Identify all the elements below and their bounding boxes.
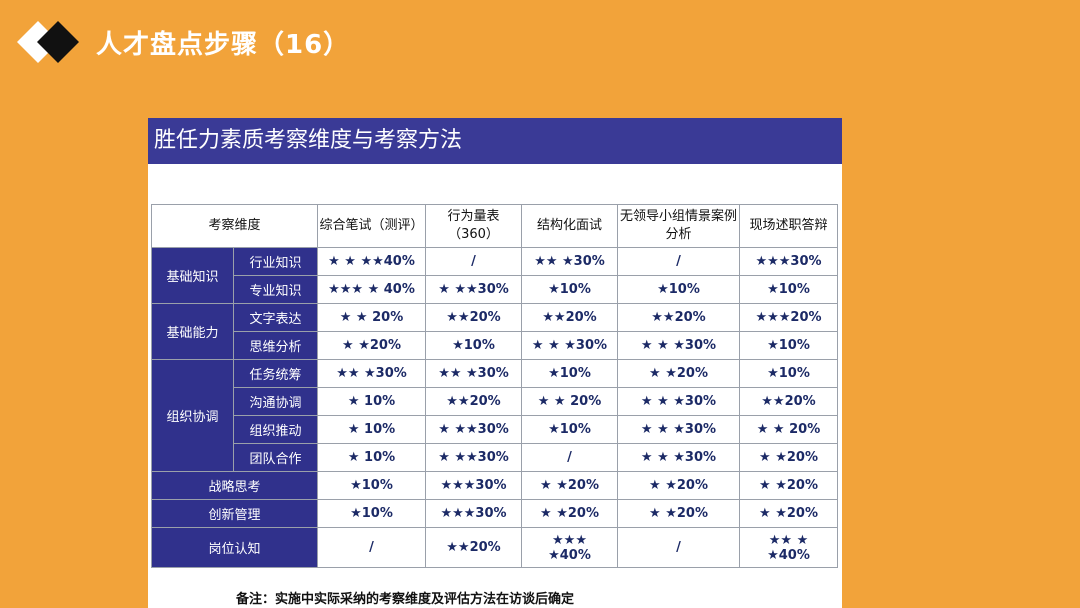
- rating-cell: ★ ★20%: [521, 471, 618, 500]
- row-label: 专业知识: [233, 275, 318, 304]
- rating-cell: ★ ★20%: [617, 499, 740, 528]
- rating-cell: ★ ★ ★★40%: [317, 247, 426, 276]
- rating-cell: ★10%: [739, 275, 838, 304]
- row-label: 战略思考: [151, 471, 318, 500]
- table-row: 组织协调 任务统筹 ★★ ★30% ★★ ★30% ★10% ★ ★20% ★1…: [151, 359, 838, 472]
- row-label: 任务统筹: [233, 359, 318, 388]
- rating-cell: ★10%: [521, 359, 618, 388]
- header-method: 无领导小组情景案例分析: [617, 204, 740, 248]
- rating-cell: ★ ★★30%: [425, 415, 522, 444]
- group-label: 基础能力: [151, 303, 234, 360]
- table-row: 团队合作 ★ 10% ★ ★★30% / ★ ★ ★30% ★ ★20%: [152, 443, 838, 472]
- row-label: 创新管理: [151, 499, 318, 528]
- rating-cell: ★★ ★30%: [521, 247, 618, 276]
- rating-cell: ★10%: [317, 471, 426, 500]
- table-row: 创新管理 ★10% ★★★30% ★ ★20% ★ ★20% ★ ★20%: [151, 499, 838, 528]
- group-label: 基础知识: [151, 247, 234, 304]
- rating-cell: ★10%: [739, 359, 838, 388]
- rating-cell: ★★★20%: [739, 303, 838, 332]
- row-label: 组织推动: [233, 415, 318, 444]
- table-row: 沟通协调 ★ 10% ★★20% ★ ★ 20% ★ ★ ★30% ★★20%: [152, 387, 838, 416]
- row-label: 思维分析: [233, 331, 318, 360]
- rating-cell: ★ 10%: [317, 387, 426, 416]
- table-row: 基础能力 文字表达 ★ ★ 20% ★★20% ★★20% ★★20% ★★★2…: [151, 303, 838, 360]
- rating-cell: ★10%: [521, 275, 618, 304]
- rating-cell: ★★★ ★ 40%: [317, 275, 426, 304]
- content-card: 胜任力素质考察维度与考察方法 考察维度 综合笔试（测评） 行为量表（360） 结…: [148, 118, 842, 608]
- rating-cell: ★ ★ ★30%: [521, 331, 618, 360]
- double-diamond-logo-icon: [17, 21, 79, 63]
- rating-cell: /: [617, 247, 740, 276]
- rating-cell: ★★★30%: [739, 247, 838, 276]
- rating-cell: ★ ★ ★30%: [617, 415, 740, 444]
- rating-cell: ★10%: [317, 499, 426, 528]
- rating-cell: ★ ★★30%: [425, 443, 522, 472]
- rating-cell: ★★ ★30%: [317, 359, 426, 388]
- rating-cell: ★ ★20%: [617, 471, 740, 500]
- header-method: 综合笔试（测评）: [317, 204, 426, 248]
- rating-cell: ★ ★20%: [739, 443, 838, 472]
- assessment-table: 考察维度 综合笔试（测评） 行为量表（360） 结构化面试 无领导小组情景案例分…: [151, 204, 838, 568]
- header-method: 行为量表（360）: [425, 204, 522, 248]
- row-label: 沟通协调: [233, 387, 318, 416]
- rating-cell: ★ ★ ★30%: [617, 331, 740, 360]
- rating-cell: /: [521, 443, 618, 472]
- rating-cell: /: [425, 247, 522, 276]
- header-method: 现场述职答辩: [739, 204, 838, 248]
- rating-cell: ★ ★ ★30%: [617, 443, 740, 472]
- rating-cell: /: [617, 527, 740, 568]
- rating-cell: ★★20%: [425, 527, 522, 568]
- rating-cell: ★ ★ 20%: [739, 415, 838, 444]
- table-row: 战略思考 ★10% ★★★30% ★ ★20% ★ ★20% ★ ★20%: [151, 471, 838, 500]
- rating-cell: ★★ ★30%: [425, 359, 522, 388]
- table-row: 基础知识 行业知识 ★ ★ ★★40% / ★★ ★30% / ★★★30%: [151, 247, 838, 304]
- rating-cell: ★★20%: [521, 303, 618, 332]
- rating-cell: ★10%: [739, 331, 838, 360]
- table-row: 组织推动 ★ 10% ★ ★★30% ★10% ★ ★ ★30% ★ ★ 20%: [152, 415, 838, 444]
- rating-cell: ★ 10%: [317, 415, 426, 444]
- header-dimension: 考察维度: [151, 204, 318, 248]
- rating-cell: ★10%: [425, 331, 522, 360]
- rating-cell: ★ 10%: [317, 443, 426, 472]
- card-title: 胜任力素质考察维度与考察方法: [148, 118, 842, 164]
- footnote: 备注：实施中实际采纳的考察维度及评估方法在访谈后确定: [236, 592, 575, 607]
- slide-title: 人才盘点步骤（16）: [96, 30, 351, 60]
- rating-cell: ★★★ ★40%: [521, 527, 618, 568]
- header-method: 结构化面试: [521, 204, 618, 248]
- rating-cell: ★ ★ 20%: [317, 303, 426, 332]
- table-row: 专业知识 ★★★ ★ 40% ★ ★★30% ★10% ★10% ★10%: [152, 275, 838, 304]
- rating-cell: ★ ★★30%: [425, 275, 522, 304]
- rating-cell: ★ ★ ★30%: [617, 387, 740, 416]
- rating-cell: ★ ★20%: [617, 359, 740, 388]
- rating-cell: ★★20%: [617, 303, 740, 332]
- rating-cell: ★★★30%: [425, 471, 522, 500]
- table-row: 岗位认知 / ★★20% ★★★ ★40% / ★★ ★ ★40%: [151, 527, 838, 568]
- row-label: 团队合作: [233, 443, 318, 472]
- rating-cell: ★10%: [617, 275, 740, 304]
- rating-cell: ★★20%: [425, 387, 522, 416]
- rating-cell: ★ ★20%: [317, 331, 426, 360]
- table-header-row: 考察维度 综合笔试（测评） 行为量表（360） 结构化面试 无领导小组情景案例分…: [151, 204, 838, 248]
- rating-cell: ★10%: [521, 415, 618, 444]
- row-label: 文字表达: [233, 303, 318, 332]
- rating-cell: ★ ★ 20%: [521, 387, 618, 416]
- rating-cell: ★ ★20%: [521, 499, 618, 528]
- row-label: 岗位认知: [151, 527, 318, 568]
- rating-cell: ★ ★20%: [739, 499, 838, 528]
- table-row: 思维分析 ★ ★20% ★10% ★ ★ ★30% ★ ★ ★30% ★10%: [152, 331, 838, 360]
- rating-cell: ★★★30%: [425, 499, 522, 528]
- rating-cell: /: [317, 527, 426, 568]
- rating-cell: ★★20%: [425, 303, 522, 332]
- row-label: 行业知识: [233, 247, 318, 276]
- rating-cell: ★★20%: [739, 387, 838, 416]
- rating-cell: ★★ ★ ★40%: [739, 527, 838, 568]
- group-label: 组织协调: [151, 359, 234, 472]
- rating-cell: ★ ★20%: [739, 471, 838, 500]
